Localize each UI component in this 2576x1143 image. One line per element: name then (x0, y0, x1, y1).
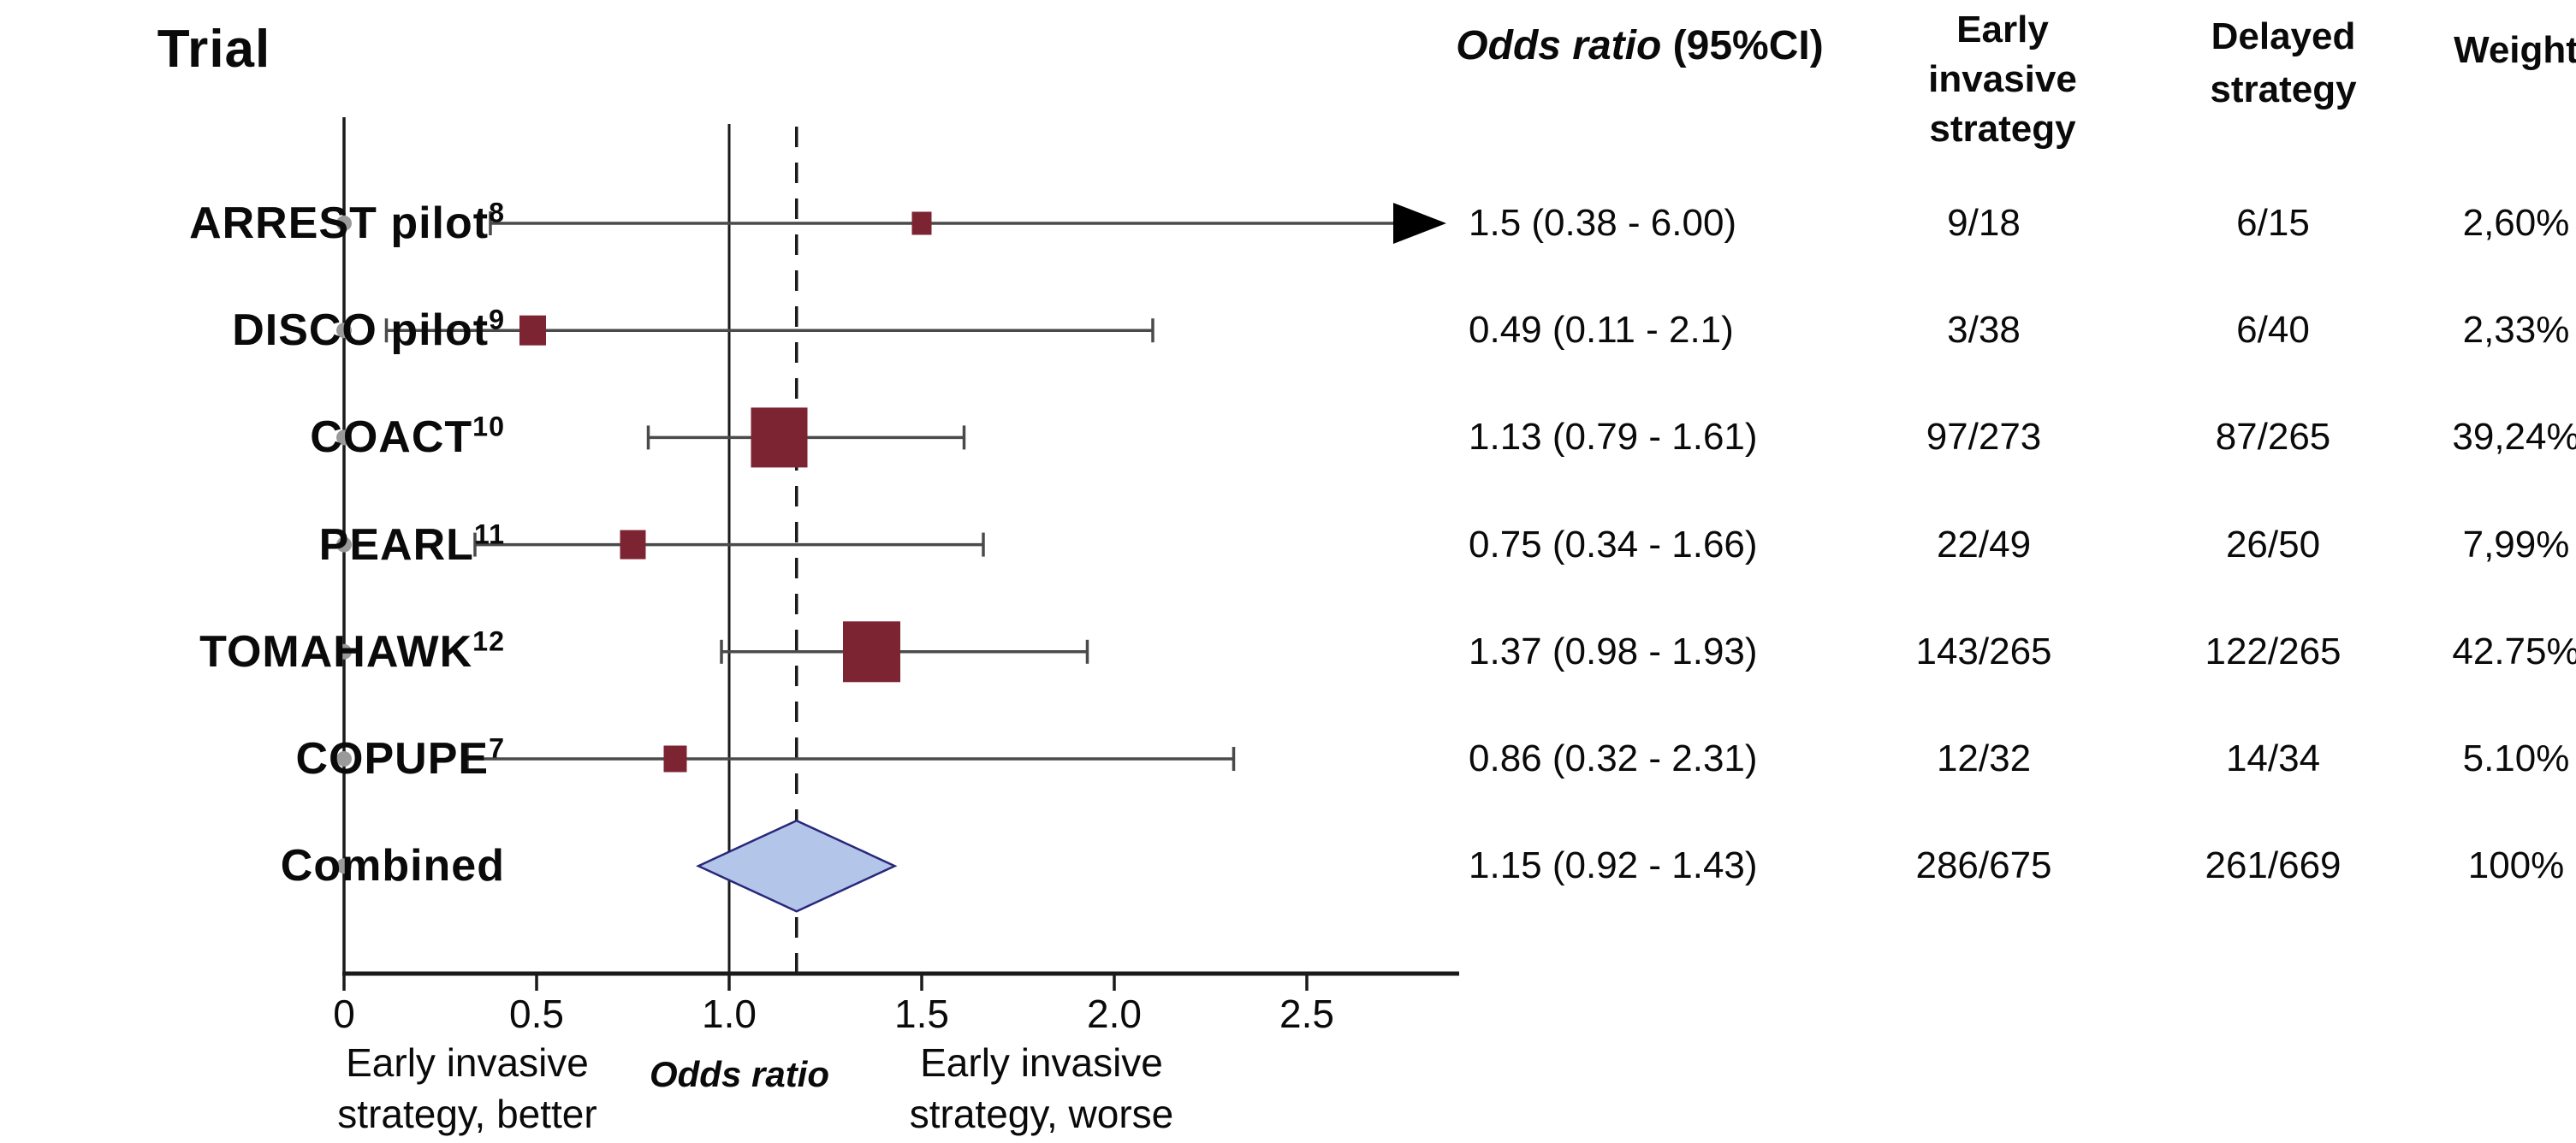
effect-square (620, 530, 646, 560)
axis-row-dot (336, 643, 352, 660)
effect-square (663, 745, 687, 773)
column-header-trial: Trial (157, 20, 271, 79)
odds-ratio-ci-value: 0.75 (0.34 - 1.66) (1469, 523, 1758, 566)
weight-value: 39,24% (2452, 416, 2576, 459)
axis-note-worse-line1: Early invasive (920, 1040, 1163, 1085)
axis-note-worse-line2: strategy, worse (909, 1092, 1174, 1136)
weight-value: 42.75% (2452, 630, 2576, 672)
early-invasive-count: 3/38 (1947, 309, 2021, 352)
delayed-header-line2: strategy (2210, 68, 2357, 110)
odds-ratio-ci-value: 1.37 (0.98 - 1.93) (1469, 630, 1758, 672)
x-axis-tick-label: 2.0 (1087, 992, 1142, 1036)
x-axis-tick-label: 0.5 (509, 992, 564, 1036)
ci-arrow-right (1393, 203, 1446, 244)
odds-ratio-header-ci: (95%CI) (1661, 23, 1824, 68)
odds-ratio-ci-value: 1.13 (0.79 - 1.61) (1469, 416, 1758, 459)
delayed-count: 6/15 (2236, 202, 2310, 244)
early-header-line2: invasive strategy (1928, 58, 2077, 150)
odds-ratio-ci-value: 1.5 (0.38 - 6.00) (1469, 202, 1737, 244)
early-invasive-count: 9/18 (1947, 202, 2021, 244)
early-header-line1: Early (1956, 9, 2049, 50)
x-axis-tick-label: 1.0 (702, 992, 757, 1036)
effect-square (751, 407, 808, 468)
x-axis-tick-label: 0 (333, 992, 355, 1036)
column-header-weight: Weight (2454, 29, 2576, 71)
axis-note-better: Early invasive strategy, better (313, 1037, 621, 1140)
trial-superscript: 12 (472, 625, 505, 657)
trial-label: DISCO pilot9 (232, 304, 505, 356)
column-header-early-invasive: Early invasive strategy (1866, 5, 2140, 154)
trial-superscript: 9 (489, 304, 505, 335)
delayed-count: 261/669 (2205, 844, 2342, 887)
axis-note-better-line1: Early invasive (346, 1040, 589, 1085)
delayed-count: 87/265 (2215, 416, 2331, 459)
trial-label: Combined (280, 841, 505, 891)
weight-value: 2,60% (2462, 202, 2570, 244)
axis-row-dot (336, 216, 352, 231)
early-invasive-count: 97/273 (1926, 416, 2042, 459)
summary-diamond (696, 819, 898, 913)
delayed-count: 6/40 (2236, 309, 2310, 352)
trial-label: COACT10 (310, 412, 505, 463)
column-header-delayed: Delayed strategy (2146, 10, 2420, 116)
trial-superscript: 8 (489, 197, 505, 228)
trial-label: ARREST pilot8 (189, 197, 505, 248)
early-invasive-count: 286/675 (1915, 844, 2052, 887)
axis-row-dot (336, 751, 352, 767)
x-axis-label: Odds ratio (649, 1054, 830, 1094)
trial-label: PEARL11 (318, 518, 505, 570)
column-header-odds-ratio: Odds ratio (95%CI) (1434, 22, 1845, 69)
axis-row-dot (336, 536, 352, 553)
trial-label: TOMAHAWK12 (199, 625, 505, 677)
trial-label: COPUPE7 (295, 732, 505, 784)
delayed-count: 14/34 (2225, 737, 2321, 779)
trial-superscript: 7 (489, 732, 505, 764)
x-axis-tick-label: 1.5 (894, 992, 949, 1036)
early-invasive-count: 12/32 (1936, 737, 2032, 779)
trial-superscript: 11 (473, 518, 505, 550)
early-invasive-count: 143/265 (1915, 630, 2052, 672)
axis-note-worse: Early invasive strategy, worse (887, 1037, 1196, 1140)
odds-ratio-ci-value: 1.15 (0.92 - 1.43) (1469, 844, 1758, 887)
weight-value: 7,99% (2462, 523, 2570, 566)
axis-note-better-line2: strategy, better (337, 1092, 597, 1136)
delayed-count: 122/265 (2205, 630, 2342, 672)
trial-superscript: 10 (472, 412, 505, 443)
axis-row-dot (336, 323, 352, 339)
delayed-header-line1: Delayed (2211, 15, 2356, 57)
weight-value: 5.10% (2462, 737, 2570, 779)
effect-square (843, 621, 900, 683)
axis-row-dot (336, 429, 352, 446)
effect-square (519, 315, 546, 346)
effect-square (911, 211, 932, 235)
weight-value: 100% (2467, 844, 2565, 887)
early-invasive-count: 22/49 (1936, 523, 2032, 566)
odds-ratio-ci-value: 0.49 (0.11 - 2.1) (1469, 309, 1734, 352)
odds-ratio-ci-value: 0.86 (0.32 - 2.31) (1469, 737, 1758, 779)
odds-ratio-header-italic: Odds ratio (1456, 23, 1662, 68)
weight-value: 2,33% (2462, 309, 2570, 352)
x-axis-tick-label: 2.5 (1279, 992, 1334, 1036)
delayed-count: 26/50 (2225, 523, 2321, 566)
axis-row-dot (336, 858, 352, 874)
